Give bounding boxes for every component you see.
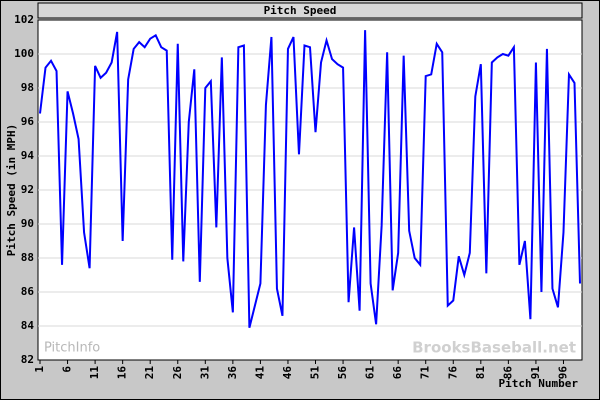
x-tick-label: 1 [33,366,46,373]
x-tick-label: 6 [61,366,74,373]
y-tick-label: 86 [21,285,35,298]
x-tick-label: 46 [281,366,294,380]
x-tick-label: 26 [171,366,184,380]
y-tick-label: 90 [21,217,34,230]
title-bar [37,2,583,19]
x-tick-label: 16 [116,366,129,380]
y-tick-label: 94 [21,149,35,162]
chart-title: Pitch Speed [264,4,337,17]
x-tick-label: 31 [198,366,211,380]
x-tick-label: 71 [419,366,432,380]
y-tick-label: 100 [14,47,34,60]
y-tick-label: 92 [21,183,34,196]
x-tick-label: 86 [501,366,514,380]
y-tick-label: 98 [21,81,34,94]
y-axis-label: Pitch Speed (in MPH) [5,124,18,256]
y-tick-label: 96 [21,115,35,128]
x-tick-label: 11 [88,366,101,380]
x-tick-label: 36 [226,366,239,380]
x-tick-label: 96 [556,366,569,380]
x-tick-label: 56 [336,366,349,380]
x-tick-label: 61 [364,366,377,380]
x-tick-label: 41 [253,366,266,380]
x-tick-label: 51 [309,366,322,380]
x-tick-label: 81 [474,366,487,380]
x-axis-label: Pitch Number [499,377,579,390]
watermark: PitchInfo [44,341,100,356]
y-tick-label: 88 [21,251,34,264]
x-tick-label: 76 [446,366,459,380]
speed-line [39,30,581,328]
x-tick-label: 66 [391,366,404,380]
x-tick-label: 21 [143,366,156,380]
y-tick-label: 102 [14,13,34,26]
watermark: BrooksBaseball.net [412,339,576,357]
y-tick-label: 84 [21,319,35,332]
y-tick-label: 82 [21,353,34,366]
x-tick-label: 91 [529,366,542,380]
